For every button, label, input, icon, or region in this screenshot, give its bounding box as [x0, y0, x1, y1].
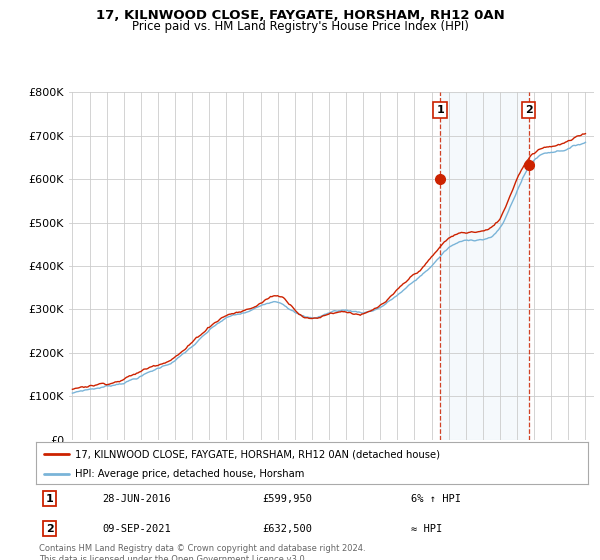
Text: £599,950: £599,950 — [262, 494, 313, 504]
Text: 09-SEP-2021: 09-SEP-2021 — [102, 524, 171, 534]
Text: 17, KILNWOOD CLOSE, FAYGATE, HORSHAM, RH12 0AN (detached house): 17, KILNWOOD CLOSE, FAYGATE, HORSHAM, RH… — [74, 449, 440, 459]
Text: ≈ HPI: ≈ HPI — [412, 524, 443, 534]
Bar — [440, 92, 529, 440]
Text: 17, KILNWOOD CLOSE, FAYGATE, HORSHAM, RH12 0AN: 17, KILNWOOD CLOSE, FAYGATE, HORSHAM, RH… — [95, 9, 505, 22]
Text: 1: 1 — [46, 494, 53, 504]
Text: £632,500: £632,500 — [262, 524, 313, 534]
Text: 28-JUN-2016: 28-JUN-2016 — [102, 494, 171, 504]
Text: Price paid vs. HM Land Registry's House Price Index (HPI): Price paid vs. HM Land Registry's House … — [131, 20, 469, 33]
Text: 1: 1 — [436, 105, 444, 115]
Text: 2: 2 — [524, 105, 532, 115]
Text: 2: 2 — [46, 524, 53, 534]
Text: 6% ↑ HPI: 6% ↑ HPI — [412, 494, 461, 504]
Text: Contains HM Land Registry data © Crown copyright and database right 2024.
This d: Contains HM Land Registry data © Crown c… — [39, 544, 365, 560]
Text: HPI: Average price, detached house, Horsham: HPI: Average price, detached house, Hors… — [74, 469, 304, 479]
